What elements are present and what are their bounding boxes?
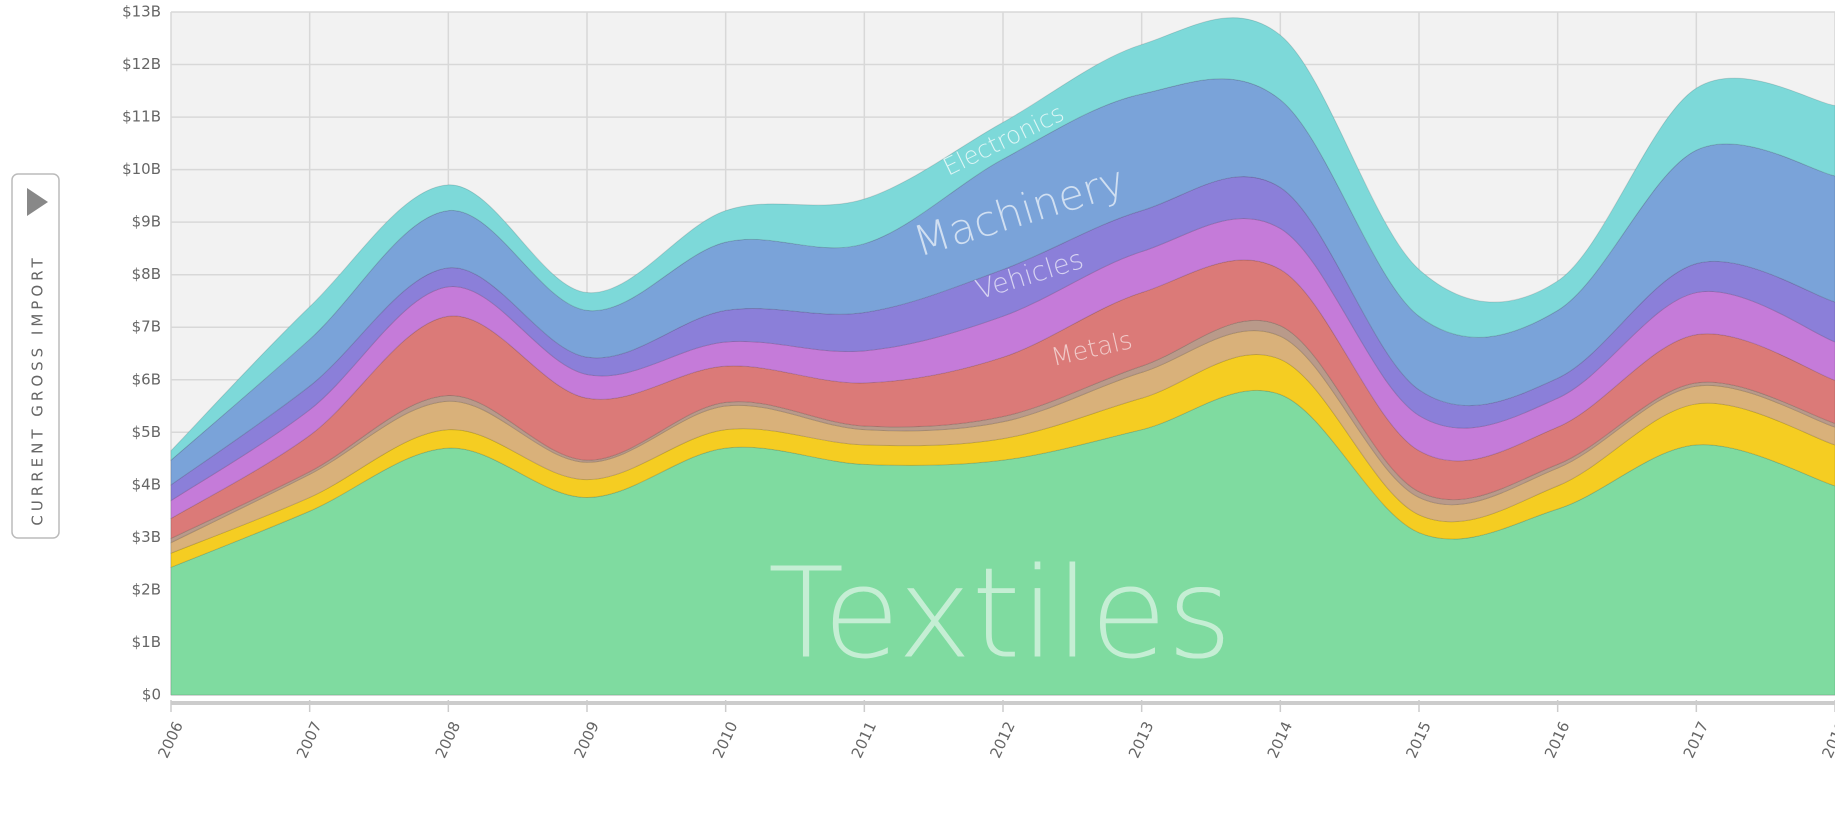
y-tick-label: $5B xyxy=(132,423,161,441)
y-tick-label: $2B xyxy=(132,580,161,598)
side-tab-arrow[interactable] xyxy=(27,188,48,216)
area xyxy=(170,17,1835,462)
x-tick-label: 2015 xyxy=(1402,719,1434,761)
area xyxy=(170,389,1835,696)
y-tick-label: $7B xyxy=(132,318,161,336)
area xyxy=(170,319,1835,544)
y-tick-label: $0 xyxy=(142,686,161,704)
y-tick-label: $3B xyxy=(132,528,161,546)
x-tick-label: 2006 xyxy=(154,719,186,761)
y-tick-label: $1B xyxy=(132,633,161,651)
y-tick-label: $13B xyxy=(122,3,161,21)
x-tick-label: 2016 xyxy=(1541,719,1573,761)
x-tick-label: 2013 xyxy=(1125,719,1157,761)
side-tab-box[interactable] xyxy=(11,173,60,539)
x-tick-label: 2009 xyxy=(570,719,602,761)
x-tick-label: 2007 xyxy=(293,719,325,761)
series-label: Textiles xyxy=(768,541,1232,686)
x-tick-label: 2012 xyxy=(986,719,1018,761)
x-tick-label: 2010 xyxy=(709,719,741,761)
side-label[interactable]: CURRENT GROSS IMPORT xyxy=(29,254,47,525)
y-tick-label: $11B xyxy=(122,108,161,126)
y-tick-label: $9B xyxy=(132,213,161,231)
x-tick-label: 2018 xyxy=(1818,719,1835,761)
y-tick-label: $12B xyxy=(122,55,161,73)
x-tick-label: 2011 xyxy=(848,719,880,761)
side-tab[interactable]: CURRENT GROSS IMPORT xyxy=(11,173,60,539)
x-tick-label: 2008 xyxy=(432,719,464,761)
y-tick-label: $8B xyxy=(132,265,161,283)
y-tick-label: $4B xyxy=(132,475,161,493)
area xyxy=(170,218,1835,520)
x-tick-label: 2017 xyxy=(1680,719,1712,761)
x-tick-label: 2014 xyxy=(1264,719,1296,761)
y-tick-label: $10B xyxy=(122,160,161,178)
area xyxy=(170,354,1835,569)
y-tick-label: $6B xyxy=(132,370,161,388)
